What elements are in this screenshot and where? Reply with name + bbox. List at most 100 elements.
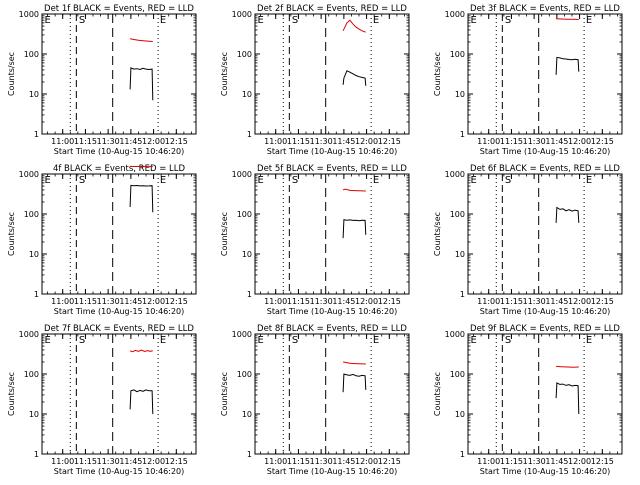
x-tick-label: 12:00 [142, 297, 165, 306]
x-axis-label: Start Time (10-Aug-15 10:46:20) [267, 147, 398, 156]
x-tick-label: 11:45 [332, 297, 355, 306]
panel-4: 4f BLACK = Events, RED = LLD1101001000Co… [7, 164, 196, 316]
y-tick-label: 1000 [445, 10, 465, 19]
lld-series-line [130, 350, 153, 352]
y-tick-label: 10 [29, 90, 39, 99]
marker-label-2: S [505, 175, 511, 186]
x-tick-label: 12:15 [378, 457, 401, 466]
panel-2: Det 2f BLACK = Events, RED = LLD11010010… [220, 4, 409, 156]
y-axis-label: Counts/sec [433, 52, 442, 96]
x-axis-label: Start Time (10-Aug-15 10:46:20) [267, 467, 398, 476]
y-axis-label: Counts/sec [7, 372, 16, 416]
x-tick-label: 12:00 [355, 137, 378, 146]
panel-title: Det 2f BLACK = Events, RED = LLD [257, 4, 407, 14]
x-tick-label: 12:15 [165, 297, 188, 306]
x-tick-label: 12:00 [142, 137, 165, 146]
y-tick-label: 10 [242, 90, 252, 99]
x-tick-label: 11:30 [523, 457, 546, 466]
y-tick-label: 100 [237, 210, 252, 219]
x-tick-label: 11:30 [310, 297, 333, 306]
events-series-line [343, 71, 366, 86]
plot-frame [42, 334, 196, 454]
y-tick-label: 100 [237, 50, 252, 59]
x-tick-label: 11:45 [119, 297, 142, 306]
marker-label-1: E [471, 335, 477, 346]
y-tick-label: 1000 [445, 330, 465, 339]
x-tick-label: 12:00 [355, 457, 378, 466]
panel-title: Det 6f BLACK = Events, RED = LLD [470, 164, 620, 174]
plot-frame [42, 174, 196, 294]
x-tick-label: 11:00 [51, 137, 74, 146]
lld-series-line [130, 39, 153, 42]
y-axis-label: Counts/sec [7, 212, 16, 256]
panel-1: Det 1f BLACK = Events, RED = LLD 1 10 100 10… [7, 4, 196, 156]
events-series-line [130, 68, 153, 100]
x-tick-label: 11:45 [545, 137, 568, 146]
x-tick-label: 11:15 [287, 137, 310, 146]
x-tick-label: 12:15 [591, 457, 614, 466]
y-tick-label: 10 [29, 250, 39, 259]
marker-label-3: E [586, 15, 592, 26]
plot-frame [468, 334, 622, 454]
lld-series-line [556, 19, 579, 20]
y-axis-label: Counts/sec [7, 52, 16, 96]
x-tick-label: 11:00 [264, 297, 287, 306]
panel-title: Det 3f BLACK = Events, RED = LLD [470, 4, 620, 14]
y-axis-label: Counts/sec [220, 52, 229, 96]
y-tick-label: 1 [460, 450, 465, 459]
marker-label-2: S [292, 15, 298, 26]
events-series-line [556, 383, 579, 414]
y-tick-label: 1 [34, 290, 39, 299]
y-tick-label: 1 [34, 130, 39, 139]
x-tick-label: 12:00 [568, 297, 591, 306]
x-tick-label: 11:15 [500, 457, 523, 466]
marker-label-1: E [258, 335, 264, 346]
x-tick-label: 12:15 [165, 457, 188, 466]
events-series-line [130, 185, 153, 212]
x-tick-label: 12:00 [568, 137, 591, 146]
marker-label-1: E [45, 15, 51, 26]
x-tick-label: 11:30 [97, 137, 120, 146]
y-tick-label: 1 [460, 130, 465, 139]
x-tick-label: 11:15 [74, 137, 97, 146]
x-axis-label: Start Time (10-Aug-15 10:46:20) [267, 307, 398, 316]
marker-label-2: S [79, 15, 85, 26]
x-tick-label: 12:15 [591, 297, 614, 306]
x-tick-label: 11:00 [477, 457, 500, 466]
y-tick-label: 100 [24, 50, 39, 59]
x-tick-label: 12:00 [142, 457, 165, 466]
y-tick-label: 100 [24, 370, 39, 379]
panel-title: 4f BLACK = Events, RED = LLD [53, 164, 186, 174]
plot-frame [255, 334, 409, 454]
marker-label-1: E [471, 15, 477, 26]
y-tick-label: 1000 [19, 10, 39, 19]
x-tick-label: 11:15 [287, 297, 310, 306]
panel-5: Det 5f BLACK = Events, RED = LLD11010010… [220, 164, 409, 316]
marker-label-2: S [79, 335, 85, 346]
y-tick-label: 1 [247, 290, 252, 299]
x-tick-label: 11:45 [119, 137, 142, 146]
x-tick-label: 11:15 [500, 137, 523, 146]
plot-frame [468, 174, 622, 294]
x-tick-label: 12:00 [355, 297, 378, 306]
marker-label-3: E [373, 175, 379, 186]
panel-8: Det 8f BLACK = Events, RED = LLD11010010… [220, 324, 409, 476]
y-tick-label: 1000 [19, 330, 39, 339]
y-tick-label: 1000 [232, 10, 252, 19]
x-tick-label: 11:00 [51, 457, 74, 466]
y-tick-label: 10 [455, 90, 465, 99]
y-tick-label: 100 [237, 370, 252, 379]
y-tick-label: 100 [450, 50, 465, 59]
lld-series-line [343, 189, 366, 191]
events-series-line [556, 57, 579, 75]
x-tick-label: 11:15 [74, 297, 97, 306]
plot-frame [468, 14, 622, 134]
panel-7: Det 7f BLACK = Events, RED = LLD11010010… [7, 324, 196, 476]
panel-title: Det 1f BLACK = Events, RED = LLD [44, 4, 194, 14]
panel-title: Det 9f BLACK = Events, RED = LLD [470, 324, 620, 334]
x-tick-label: 11:15 [74, 457, 97, 466]
y-tick-label: 10 [242, 250, 252, 259]
events-series-line [130, 390, 153, 414]
